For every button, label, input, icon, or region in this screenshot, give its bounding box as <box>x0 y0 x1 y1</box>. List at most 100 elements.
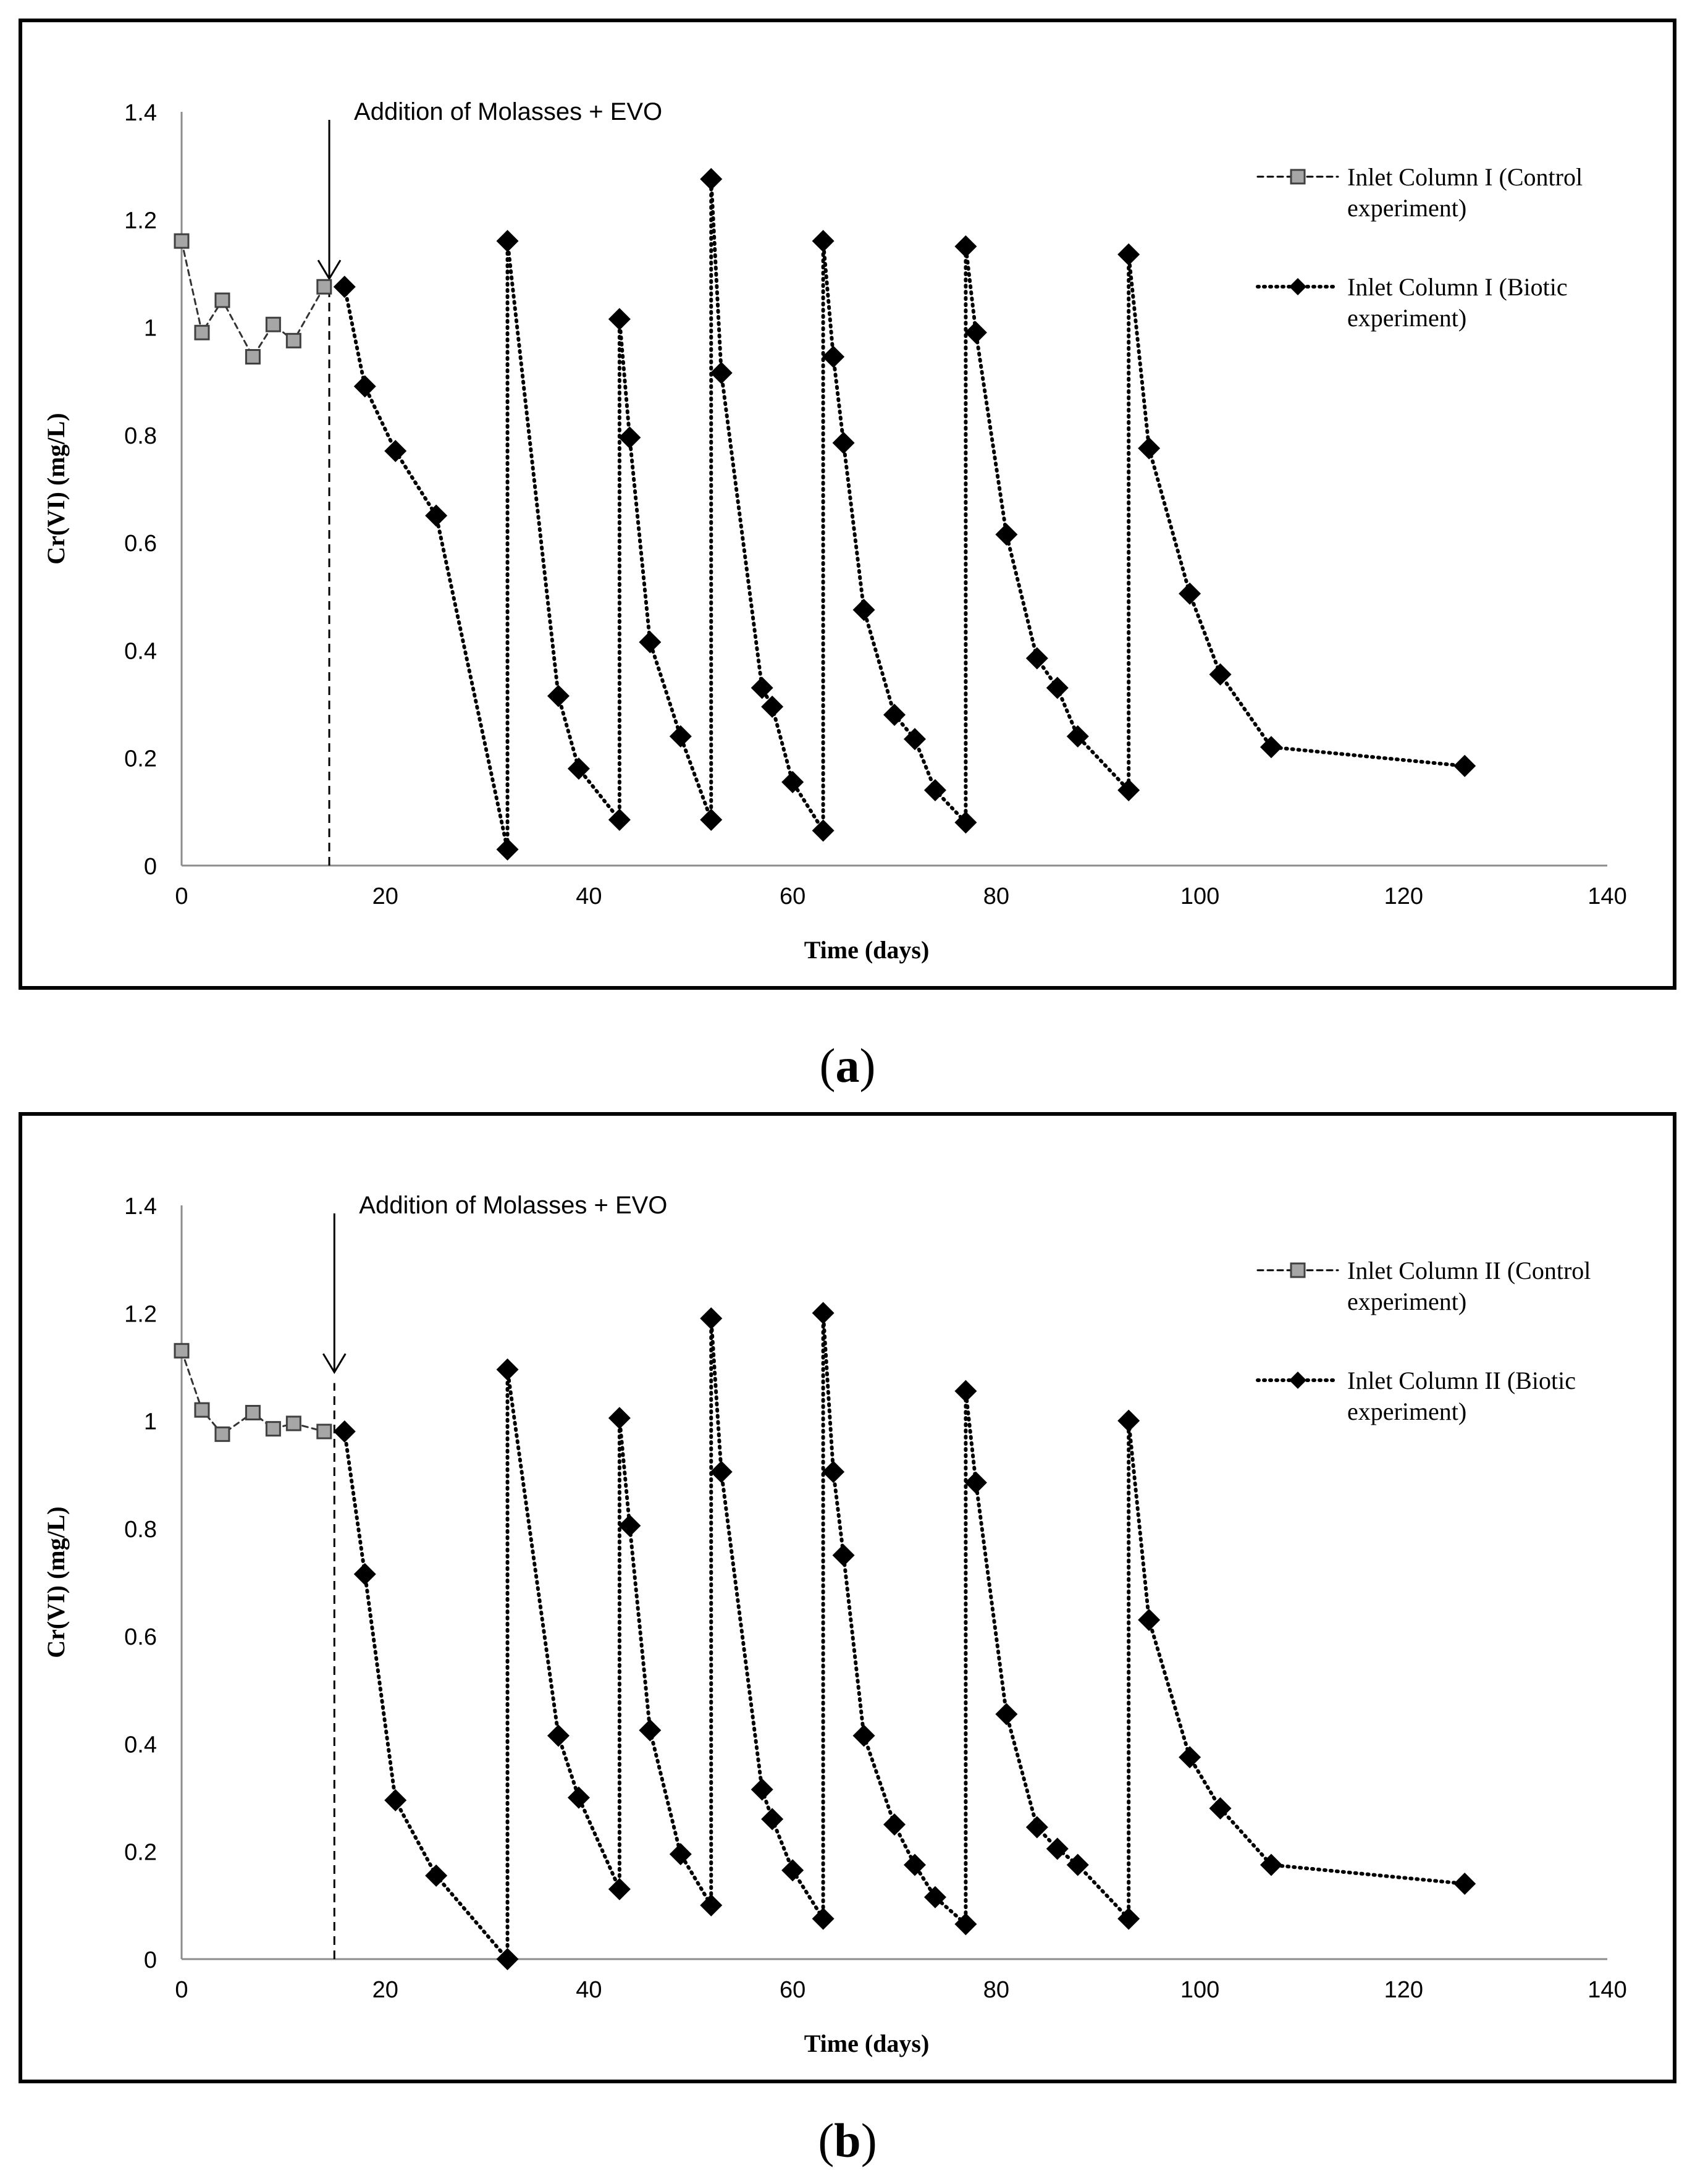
data-point-biotic <box>781 1859 804 1882</box>
x-tick-label: 100 <box>1180 1977 1219 2003</box>
data-point-biotic <box>496 230 519 253</box>
data-point-biotic <box>1117 1409 1140 1432</box>
data-point-biotic <box>1117 243 1140 266</box>
data-point-biotic <box>954 1380 977 1402</box>
x-tick-label: 80 <box>983 1977 1009 2003</box>
data-point-biotic <box>1138 1609 1161 1631</box>
legend-label-control: Inlet Column I (Control <box>1347 163 1583 191</box>
x-tick-label: 20 <box>372 883 398 909</box>
data-point-biotic <box>954 811 977 834</box>
y-tick-label: 0.2 <box>124 1840 157 1866</box>
series-line-biotic <box>342 1313 1467 1965</box>
legend-label-biotic: experiment) <box>1347 304 1466 332</box>
data-point-control <box>194 1402 210 1418</box>
legend-label-biotic: experiment) <box>1347 1398 1466 1425</box>
data-point-biotic <box>384 440 407 462</box>
data-point-biotic <box>547 685 570 707</box>
data-point-biotic <box>832 1544 855 1567</box>
data-point-biotic <box>761 1808 784 1831</box>
data-point-biotic <box>425 504 448 527</box>
data-point-biotic <box>883 704 906 726</box>
chart-b: 0 0.2 0.4 0.6 0.8 1 1.2 1.4 0 20 40 60 80 100 120 140 Ti… <box>42 1192 1627 2057</box>
y-tick-label: 0.2 <box>124 746 157 772</box>
x-tick-label: 40 <box>576 883 602 909</box>
x-tick-label: 40 <box>576 1977 602 2003</box>
data-point-biotic <box>954 235 977 258</box>
data-point-biotic <box>496 1948 519 1970</box>
data-point-biotic <box>353 1562 376 1585</box>
data-point-biotic <box>1179 1746 1201 1769</box>
data-point-biotic <box>700 1894 723 1916</box>
data-point-biotic <box>1209 663 1232 686</box>
y-tick-label: 1 <box>144 316 157 342</box>
legend-marker-biotic <box>1289 1372 1306 1389</box>
data-point-biotic <box>608 808 631 831</box>
data-point-control <box>194 324 210 340</box>
x-axis-title: Time (days) <box>804 936 930 964</box>
x-tick-label: 60 <box>780 1977 805 2003</box>
y-tick-label: 1.2 <box>124 208 157 234</box>
x-tick-label: 120 <box>1384 1977 1423 2003</box>
y-tick-label: 1.4 <box>124 1194 157 1220</box>
data-point-control <box>214 292 230 308</box>
x-tick-label: 20 <box>372 1977 398 2003</box>
legend-marker-biotic <box>1289 278 1306 295</box>
annotation-label: Addition of Molasses + EVO <box>359 1192 667 1219</box>
series-line-control <box>180 1349 326 1436</box>
x-tick-label: 0 <box>175 883 188 909</box>
x-tick-label: 60 <box>780 883 805 909</box>
chart-panel-a: 0 0.2 0.4 0.6 0.8 1 1.2 1.4 0 20 40 60 80 100 120 140 Ti… <box>19 19 1676 990</box>
data-point-biotic <box>812 230 835 253</box>
data-point-biotic <box>1453 754 1476 777</box>
data-point-biotic <box>812 1302 835 1325</box>
data-point-biotic <box>964 1471 987 1494</box>
data-point-control <box>214 1426 230 1442</box>
data-point-biotic <box>1179 582 1201 605</box>
chart-a: 0 0.2 0.4 0.6 0.8 1 1.2 1.4 0 20 40 60 80 100 120 140 Ti… <box>42 98 1627 964</box>
data-point-biotic <box>1260 1853 1282 1876</box>
data-point-biotic <box>700 1307 723 1330</box>
data-point-biotic <box>1025 1816 1048 1839</box>
data-point-biotic <box>1138 437 1161 460</box>
data-point-biotic <box>669 1843 692 1866</box>
panel-label-b: b <box>834 2114 861 2167</box>
data-point-biotic <box>883 1813 906 1836</box>
data-point-control <box>245 1405 261 1420</box>
data-point-biotic <box>812 819 835 842</box>
data-point-biotic <box>852 599 875 622</box>
data-point-biotic <box>1117 1907 1140 1930</box>
data-point-control <box>174 1343 190 1359</box>
legend-label-control: experiment) <box>1347 194 1466 222</box>
legend-marker-control <box>1290 1262 1306 1278</box>
data-point-control <box>265 1421 281 1437</box>
x-tick-label: 140 <box>1588 883 1626 909</box>
legend-label-control: experiment) <box>1347 1288 1466 1315</box>
data-point-biotic <box>852 1724 875 1747</box>
chart-panel-b: 0 0.2 0.4 0.6 0.8 1 1.2 1.4 0 20 40 60 80 100 120 140 Ti… <box>19 1112 1676 2083</box>
data-point-control <box>316 279 332 295</box>
data-point-biotic <box>496 838 519 861</box>
data-point-biotic <box>547 1724 570 1747</box>
data-point-biotic <box>822 345 845 368</box>
data-point-biotic <box>333 276 356 298</box>
data-point-control <box>174 233 190 249</box>
data-point-biotic <box>710 1461 733 1483</box>
x-tick-label: 100 <box>1180 883 1219 909</box>
data-point-biotic <box>1453 1873 1476 1895</box>
y-tick-label: 0.4 <box>124 1732 157 1758</box>
data-point-biotic <box>822 1461 845 1483</box>
data-point-biotic <box>995 523 1018 546</box>
data-point-biotic <box>567 1786 590 1809</box>
y-tick-label: 1.2 <box>124 1301 157 1327</box>
data-point-biotic <box>425 1864 448 1887</box>
caption-a: (a) <box>819 1039 876 1092</box>
data-point-biotic <box>608 1407 631 1430</box>
data-point-biotic <box>618 1514 641 1537</box>
y-tick-label: 0.4 <box>124 638 157 664</box>
data-point-biotic <box>903 1853 926 1876</box>
data-point-biotic <box>333 1420 356 1443</box>
data-point-biotic <box>353 375 376 398</box>
data-point-control <box>285 1415 301 1431</box>
legend-label-biotic: Inlet Column II (Biotic <box>1347 1367 1576 1394</box>
data-point-biotic <box>608 308 631 331</box>
